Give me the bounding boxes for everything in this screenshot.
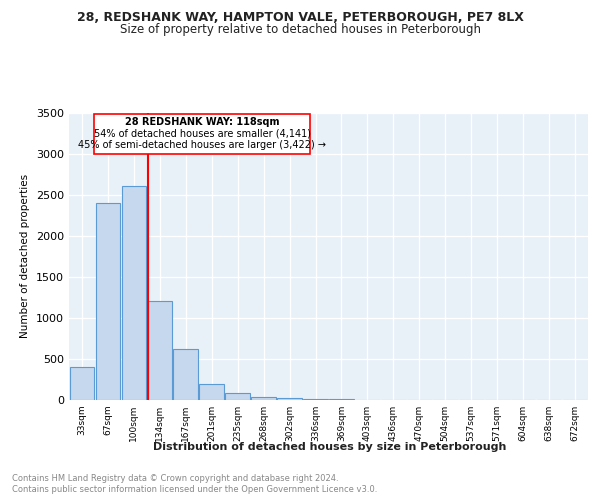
Text: Contains HM Land Registry data © Crown copyright and database right 2024.: Contains HM Land Registry data © Crown c… bbox=[12, 474, 338, 483]
Bar bbox=[122, 186, 146, 400]
Text: 28 REDSHANK WAY: 118sqm: 28 REDSHANK WAY: 118sqm bbox=[125, 116, 280, 126]
Y-axis label: Number of detached properties: Number of detached properties bbox=[20, 174, 31, 338]
Bar bbox=[70, 367, 94, 400]
Bar bbox=[251, 396, 276, 400]
Bar bbox=[277, 398, 302, 400]
Bar bbox=[148, 302, 172, 400]
Bar bbox=[173, 349, 198, 400]
Bar bbox=[95, 203, 120, 400]
Text: Size of property relative to detached houses in Peterborough: Size of property relative to detached ho… bbox=[119, 22, 481, 36]
Bar bbox=[303, 399, 328, 400]
Text: Contains public sector information licensed under the Open Government Licence v3: Contains public sector information licen… bbox=[12, 485, 377, 494]
Text: 54% of detached houses are smaller (4,141): 54% of detached houses are smaller (4,14… bbox=[94, 128, 311, 138]
FancyBboxPatch shape bbox=[94, 114, 310, 154]
Text: 45% of semi-detached houses are larger (3,422) →: 45% of semi-detached houses are larger (… bbox=[78, 140, 326, 149]
Bar bbox=[199, 384, 224, 400]
Bar bbox=[226, 394, 250, 400]
Text: 28, REDSHANK WAY, HAMPTON VALE, PETERBOROUGH, PE7 8LX: 28, REDSHANK WAY, HAMPTON VALE, PETERBOR… bbox=[77, 11, 523, 24]
Text: Distribution of detached houses by size in Peterborough: Distribution of detached houses by size … bbox=[154, 442, 506, 452]
